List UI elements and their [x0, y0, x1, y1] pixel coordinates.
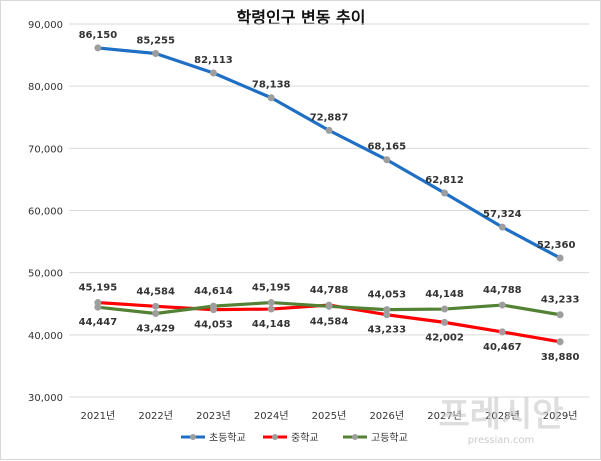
data-point	[556, 254, 564, 262]
data-label: 43,233	[367, 325, 406, 336]
data-point	[209, 69, 217, 77]
data-label: 43,429	[136, 324, 175, 335]
data-label: 44,614	[194, 286, 233, 297]
data-label: 38,880	[541, 352, 580, 363]
data-point	[325, 126, 333, 134]
legend: 초등학교 중학교 고등학교	[181, 432, 408, 444]
data-point	[383, 156, 391, 164]
data-label: 44,053	[367, 290, 406, 301]
data-label: 57,324	[483, 209, 522, 220]
y-axis: 30,000 40,000 50,000 60,000 70,000 80,000 90,0…	[28, 20, 63, 404]
data-label: 68,165	[367, 142, 406, 153]
data-point	[556, 311, 564, 319]
y-tick-label: 30,000	[28, 393, 63, 404]
y-tick-label: 60,000	[28, 207, 63, 218]
x-tick-label: 2023년	[196, 410, 231, 422]
data-point	[325, 302, 333, 310]
data-label: 82,113	[194, 55, 233, 66]
data-point	[441, 305, 449, 313]
x-tick-label: 2024년	[254, 410, 289, 422]
data-label: 78,138	[252, 80, 291, 91]
y-tick-label: 40,000	[28, 331, 63, 342]
data-point	[498, 301, 506, 309]
legend-label: 고등학교	[371, 432, 408, 444]
data-label: 44,053	[194, 320, 233, 331]
legend-marker	[190, 434, 196, 440]
watermark-site: pressian.com	[468, 435, 535, 446]
x-tick-label: 2022년	[138, 410, 173, 422]
data-point	[267, 299, 275, 307]
chart-title: 학령인구 변동 추이	[237, 8, 366, 27]
data-point	[441, 318, 449, 326]
y-tick-label: 50,000	[28, 269, 63, 280]
data-point	[152, 49, 160, 57]
data-point	[267, 305, 275, 313]
data-label: 44,788	[310, 285, 349, 296]
x-tick-label: 2028년	[485, 410, 520, 422]
data-label: 72,887	[310, 112, 349, 123]
data-point	[267, 94, 275, 102]
data-label: 42,002	[425, 332, 464, 343]
y-tick-label: 80,000	[28, 82, 63, 93]
x-tick-label: 2027년	[427, 410, 462, 422]
data-label: 44,584	[310, 316, 349, 327]
data-point	[498, 223, 506, 231]
data-label: 85,255	[136, 35, 175, 46]
data-point	[556, 338, 564, 346]
series-line-0	[96, 46, 562, 260]
legend-label: 중학교	[291, 432, 319, 444]
y-tick-label: 90,000	[28, 20, 63, 31]
data-point	[152, 302, 160, 310]
legend-label: 초등학교	[209, 432, 246, 444]
data-labels: 86,150 85,255 82,113 78,138 72,887 68,165 62,8…	[79, 30, 580, 363]
x-tick-label: 2025년	[312, 410, 347, 422]
legend-marker	[272, 434, 278, 440]
data-label: 62,812	[425, 175, 464, 186]
data-point	[209, 302, 217, 310]
legend-marker	[352, 434, 358, 440]
data-point	[383, 306, 391, 314]
watermark-logo: 프레시안	[438, 395, 563, 435]
data-point	[152, 310, 160, 318]
data-point	[441, 189, 449, 197]
x-tick-label: 2029년	[543, 410, 578, 422]
gridlines	[69, 23, 589, 398]
data-point	[94, 44, 102, 52]
data-label: 45,195	[252, 283, 291, 294]
data-label: 43,233	[541, 295, 580, 306]
data-point	[94, 303, 102, 311]
data-label: 44,148	[252, 319, 291, 330]
data-label: 44,148	[425, 289, 464, 300]
y-tick-label: 70,000	[28, 144, 63, 155]
data-point	[498, 328, 506, 336]
x-tick-label: 2021년	[81, 410, 116, 422]
data-label: 40,467	[483, 342, 522, 353]
x-axis: 2021년 2022년 2023년 2024년 2025년 2026년 2027년 2028년…	[81, 410, 578, 422]
data-label: 44,447	[79, 317, 118, 328]
series-lines	[94, 44, 564, 346]
data-label: 52,360	[537, 240, 576, 251]
data-label: 45,195	[79, 283, 118, 294]
watermark: 프레시안 pressian.com	[438, 395, 563, 446]
data-label: 44,788	[483, 285, 522, 296]
data-label: 86,150	[79, 30, 118, 41]
data-label: 44,584	[136, 286, 175, 297]
x-tick-label: 2026년	[369, 410, 404, 422]
